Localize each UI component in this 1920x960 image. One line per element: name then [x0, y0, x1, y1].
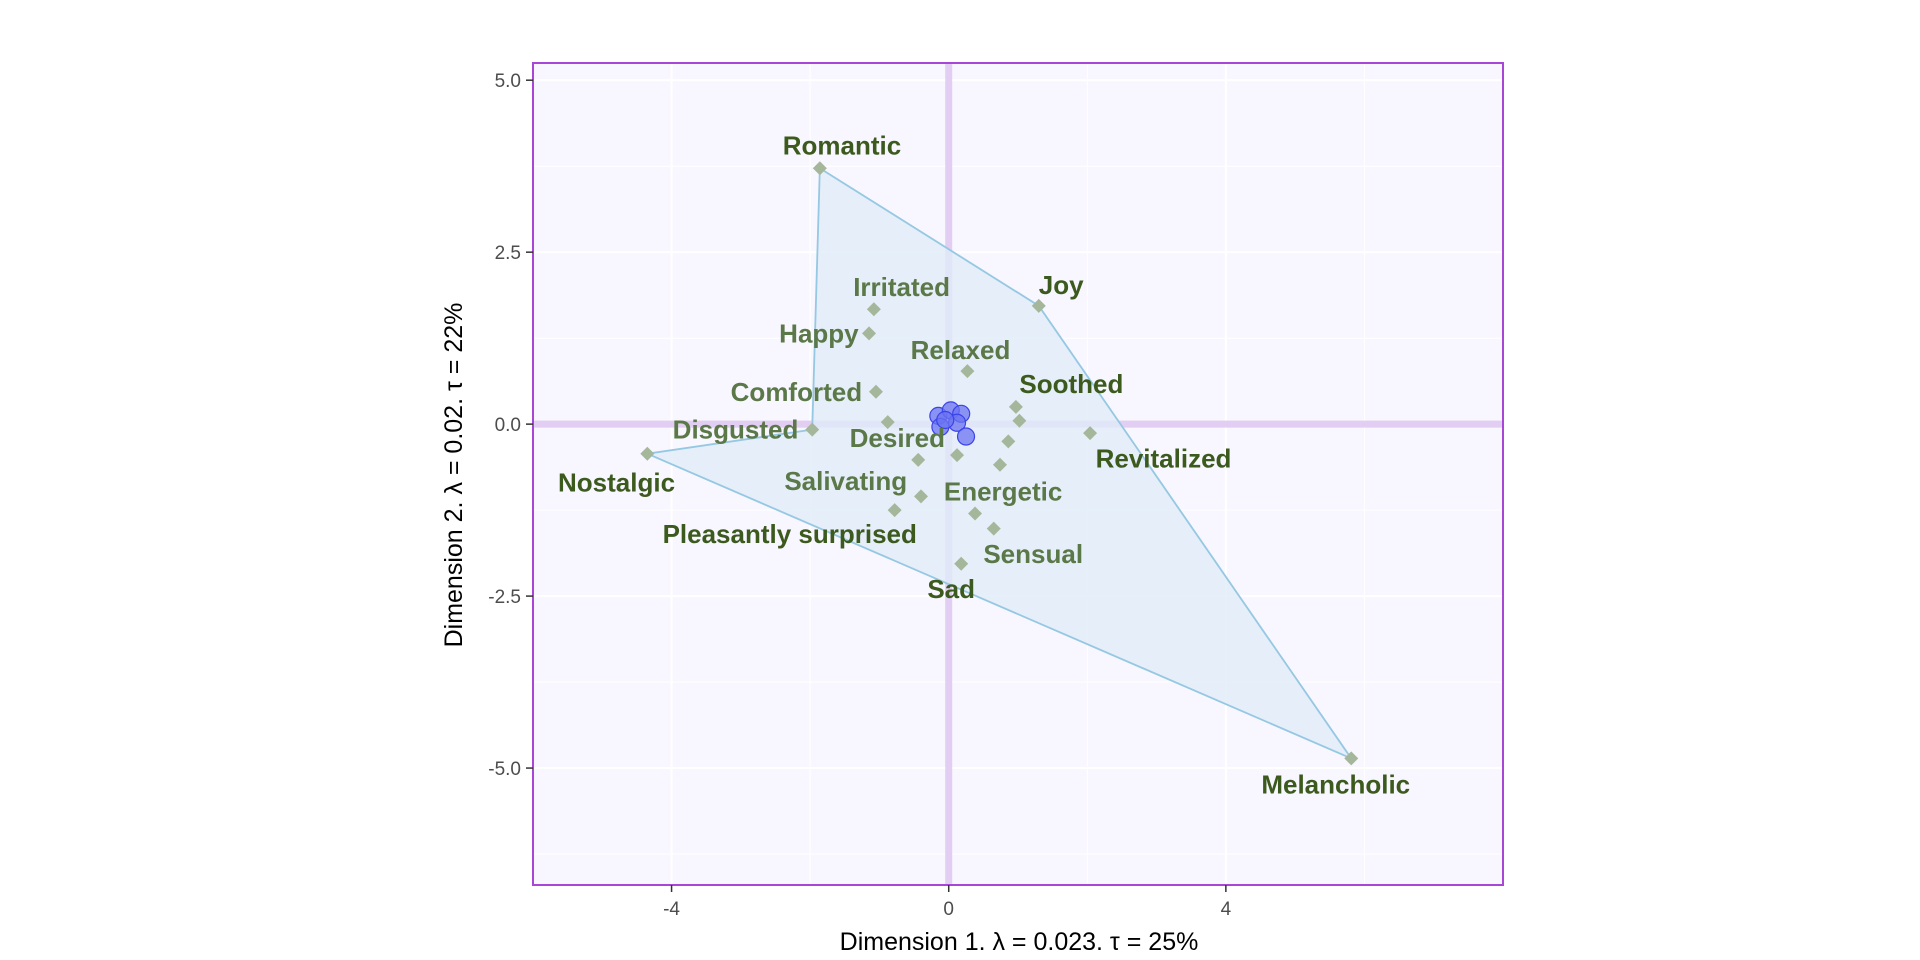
variable-point-happy — [862, 326, 877, 341]
variable-point-sad — [954, 556, 969, 571]
variable-label-revitalized: Revitalized — [1096, 444, 1232, 474]
variable-point — [1001, 434, 1016, 449]
variable-label-irritated: Irritated — [853, 272, 950, 302]
x-axis-ticks: -4 0 4 — [663, 885, 1232, 920]
y-tick-label: 2.5 — [495, 243, 521, 264]
variable-point-soothed — [1008, 399, 1023, 414]
variable-point-melancholic — [1344, 751, 1359, 766]
variable-label-comforted: Comforted — [731, 377, 862, 407]
variable-point-romantic — [812, 161, 827, 176]
y-axis-title: Dimension 2. λ = 0.02. τ = 22% — [440, 303, 468, 648]
variable-points — [640, 161, 1359, 766]
variable-label-joy: Joy — [1039, 270, 1084, 300]
variable-point-comforted — [868, 384, 883, 399]
y-axis-ticks: 5.0 2.5 0.0 -2.5 -5.0 — [488, 71, 533, 780]
variable-label-romantic: Romantic — [783, 131, 901, 161]
variable-label-sad: Sad — [927, 574, 975, 604]
variable-label-nostalgic: Nostalgic — [558, 468, 675, 498]
variable-point-energetic — [968, 506, 983, 521]
y-tick-label: -2.5 — [488, 587, 521, 608]
variable-labels: Romantic Joy Irritated Happy Relaxed Comforte… — [558, 131, 1410, 800]
x-tick-label: 4 — [1221, 899, 1232, 920]
variable-point-pleasantly-surprised — [887, 503, 902, 518]
variable-point — [1012, 413, 1027, 428]
y-tick-label: 5.0 — [495, 71, 521, 92]
variable-label-sensual: Sensual — [983, 539, 1083, 569]
observation-point — [936, 410, 955, 430]
variable-point — [911, 452, 926, 467]
x-axis-title: Dimension 1. λ = 0.023. τ = 25% — [840, 928, 1199, 956]
variable-label-soothed: Soothed — [1019, 369, 1123, 399]
variable-label-salivating: Salivating — [784, 466, 907, 496]
variable-point — [950, 448, 965, 463]
variable-label-desired: Desired — [850, 423, 945, 453]
plot-panel-border — [532, 62, 1504, 886]
y-tick-label: 0.0 — [495, 415, 521, 436]
x-tick-label: 0 — [943, 899, 954, 920]
y-tick-label: -5.0 — [488, 759, 521, 780]
variable-label-happy: Happy — [779, 318, 859, 348]
variable-point-relaxed — [960, 364, 975, 379]
variable-label-relaxed: Relaxed — [911, 335, 1011, 365]
variable-point-nostalgic — [640, 446, 655, 461]
observation-points — [929, 401, 976, 446]
variable-point-revitalized — [1083, 426, 1098, 441]
variable-label-disgusted: Disgusted — [673, 415, 799, 445]
variable-point-joy — [1031, 298, 1046, 313]
x-tick-label: -4 — [663, 899, 680, 920]
variable-label-melancholic: Melancholic — [1261, 770, 1410, 800]
variable-label-energetic: Energetic — [944, 477, 1063, 507]
variable-point-desired — [880, 415, 895, 430]
variable-point-disgusted — [805, 422, 820, 437]
variable-point-irritated — [866, 302, 881, 317]
variable-point — [992, 457, 1007, 472]
observation-point — [956, 427, 976, 446]
variable-point-salivating — [914, 489, 928, 504]
variable-point-sensual — [986, 521, 1001, 536]
variable-label-pleasantly-surprised: Pleasantly surprised — [663, 519, 917, 549]
